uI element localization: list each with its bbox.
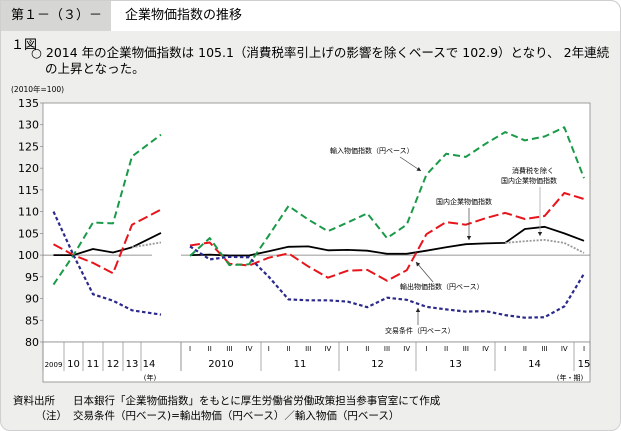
note-label: （注）: [35, 410, 68, 422]
x-tick-label-quarter: I: [504, 345, 506, 353]
arrowhead-icon: [466, 236, 472, 240]
series-domestic-annual: [53, 232, 162, 257]
arrowhead-icon: [415, 308, 421, 312]
y-tick-label: 80: [25, 336, 39, 349]
y-tick-label: 105: [18, 227, 39, 240]
x-tick-label-annual: 11: [87, 359, 100, 370]
x-tick-label-quarter: II: [208, 345, 212, 353]
x-tick-label-annual: 12: [107, 359, 120, 370]
source-label: 資料出所: [13, 395, 55, 407]
series-import-annual: [52, 133, 162, 286]
x-tick-label-annual: 13: [126, 359, 139, 370]
series-domestic_ex_tax-quarterly: [505, 238, 585, 254]
y-tick-label: 95: [25, 271, 39, 284]
x-tick-label-quarter: III: [384, 345, 390, 353]
x-tick-label-annual: 2009: [45, 361, 63, 369]
arrowhead-icon: [416, 166, 421, 171]
x-tick-label-quarter: I: [583, 345, 585, 353]
x-tick-label-quarter: I: [347, 345, 349, 353]
x-tick-label-quarter: II: [444, 345, 448, 353]
x-tick-label-quarter: III: [463, 345, 469, 353]
annotation-export-arrow: [415, 261, 434, 283]
figure-title: 企業物価指数の推移: [111, 1, 620, 31]
annotation-domestic: 国内企業物価指数: [436, 197, 492, 206]
y-tick-label: 100: [18, 249, 39, 262]
x-tick-label-quarter: IV: [246, 345, 253, 353]
x-tick-label-year: 2010: [208, 359, 233, 370]
annotation-ex-tax-line1: 消費税を除く: [512, 166, 554, 175]
arrowhead-icon: [537, 232, 543, 236]
y-tick-label: 130: [18, 119, 39, 132]
x-tick-label-year: 14: [528, 359, 541, 370]
annotation-terms: 交易条件（円ベース）: [385, 326, 455, 335]
x-tick-label-quarter: II: [365, 345, 369, 353]
x-tick-label-quarter: IV: [561, 345, 568, 353]
series-terms-quarterly: [189, 245, 585, 319]
intro-text: ○ 2014 年の企業物価指数は 105.1（消費税率引上げの影響を除くベースで…: [31, 45, 610, 76]
x-tick-label-quarter: I: [189, 345, 191, 353]
arrowhead-icon: [416, 262, 421, 267]
x-tick-label-quarter: III: [541, 345, 547, 353]
annotation-ex-tax-line2: 国内企業物価指数: [501, 176, 557, 185]
series-import-quarterly: [189, 126, 585, 267]
source-notes: 資料出所 日本銀行「企業物価指数」をもとに厚生労働省労働政策担当参事官室にて作成 …: [13, 394, 440, 424]
y-tick-label: 115: [18, 184, 39, 197]
x-tick-label-quarter: I: [268, 345, 270, 353]
x-tick-label-year: 12: [371, 359, 384, 370]
x-tick-label-quarter: IV: [403, 345, 410, 353]
x-axis-suffix-quarterly: (年・期): [557, 373, 584, 382]
y-tick-label: 135: [18, 97, 39, 110]
figure-number: 第１－（３）－１図: [1, 1, 111, 53]
y-tick-label: 85: [25, 314, 39, 327]
plot-area: [42, 102, 591, 343]
x-tick-label-quarter: III: [226, 345, 232, 353]
y-tick-label: 125: [18, 140, 39, 153]
x-tick-label-quarter: II: [286, 345, 290, 353]
source-text: 日本銀行「企業物価指数」をもとに厚生労働省労働政策担当参事官室にて作成: [73, 395, 441, 407]
x-axis-suffix-annual: (年): [144, 373, 157, 382]
y-tick-label: 90: [25, 293, 39, 306]
x-tick-label-quarter: III: [305, 345, 311, 353]
x-tick-label-quarter: IV: [324, 345, 331, 353]
unit-label: (2010年=100): [11, 85, 65, 94]
y-tick-label: 110: [18, 206, 39, 219]
series-export-quarterly: [189, 192, 585, 282]
x-tick-label-year: 11: [294, 359, 307, 370]
annotation-import-arrow: [399, 156, 422, 172]
series-terms-annual: [52, 211, 162, 316]
x-tick-label-annual: 14: [143, 359, 156, 370]
series-domestic_ex_tax-annual: [131, 241, 162, 249]
note-text: 交易条件（円ベース)=輸出物価（円ベース）／輸入物価（円ベース）: [73, 410, 400, 422]
x-tick-label-quarter: IV: [482, 345, 489, 353]
x-tick-label-quarter: II: [523, 345, 527, 353]
y-tick-label: 120: [18, 162, 39, 175]
annotation-import: 輸入物価指数（円ベース）: [330, 146, 414, 155]
x-tick-label-year: 15: [578, 359, 591, 370]
annotation-export: 輸出物価指数（円ベース）: [400, 282, 484, 291]
series-export-annual: [53, 208, 162, 275]
x-tick-label-annual: 10: [67, 359, 80, 370]
x-tick-label-year: 13: [449, 359, 462, 370]
x-tick-label-quarter: I: [425, 345, 427, 353]
